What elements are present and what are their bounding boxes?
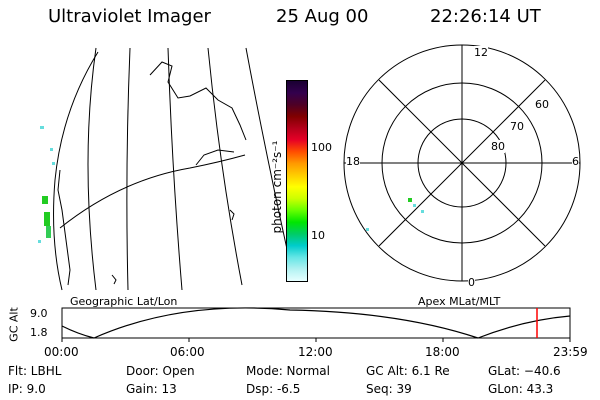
ip-info: IP: 9.0 (8, 382, 46, 396)
altitude-x-tick-3: 18:00 (425, 345, 460, 359)
altitude-y-min: 1.8 (30, 326, 48, 339)
date-label: 25 Aug 00 (276, 6, 369, 27)
dsp-info: Dsp: -6.5 (246, 382, 301, 396)
altitude-x-tick-4: 23:59 (553, 345, 588, 359)
glat-info: GLat: −40.6 (488, 364, 561, 378)
colorbar-tick-100: 100 (311, 141, 332, 154)
seq-info: Seq: 39 (366, 382, 412, 396)
colorbar-gradient (287, 81, 307, 281)
altitude-x-tick-2: 12:00 (298, 345, 333, 359)
door-info: Door: Open (126, 364, 195, 378)
polar-aurora-emission (366, 198, 424, 231)
altitude-x-tick-0: 00:00 (44, 345, 79, 359)
altitude-curve (61, 307, 571, 339)
altitude-x-tick-1: 06:00 (170, 345, 205, 359)
polar-label-6: 6 (572, 155, 579, 168)
colorbar (286, 80, 308, 282)
polar-label-12: 12 (474, 46, 488, 59)
altitude-y-max: 9.0 (30, 307, 48, 320)
polar-label-70: 70 (510, 120, 524, 133)
glon-info: GLon: 43.3 (488, 382, 554, 396)
gain-info: Gain: 13 (126, 382, 177, 396)
gc-alt-info: GC Alt: 6.1 Re (366, 364, 450, 378)
instrument-title: Ultraviolet Imager (48, 6, 211, 27)
polar-label-0: 0 (468, 276, 475, 289)
polar-label-60: 60 (535, 98, 549, 111)
polar-label-18: 18 (346, 155, 360, 168)
colorbar-tick-10: 10 (311, 229, 325, 242)
altitude-x-ticks (61, 338, 571, 342)
filter-info: Flt: LBHL (8, 364, 62, 378)
polar-label-80: 80 (491, 140, 505, 153)
polar-diagonal-2 (378, 79, 546, 247)
time-label: 22:26:14 UT (430, 6, 541, 27)
aurora-emission (38, 126, 55, 243)
mode-info: Mode: Normal (246, 364, 330, 378)
altitude-plot-frame (61, 307, 571, 339)
apex-panel-label: Apex MLat/MLT (418, 295, 501, 308)
geographic-panel-label: Geographic Lat/Lon (70, 295, 178, 308)
